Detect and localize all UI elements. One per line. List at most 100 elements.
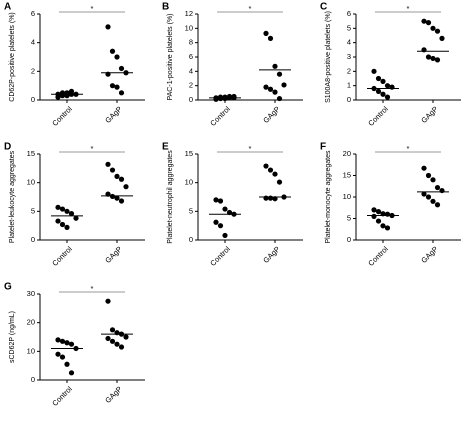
y-tick-label: 2 xyxy=(347,66,351,75)
x-tick-label: GAgP xyxy=(419,244,440,265)
data-point xyxy=(263,84,269,90)
data-point xyxy=(371,68,377,74)
significance-label: * xyxy=(407,4,410,13)
data-point xyxy=(439,187,445,194)
panel-letter: A xyxy=(4,2,11,13)
data-point xyxy=(222,94,228,100)
y-tick-label: 5 xyxy=(189,206,193,215)
x-tick-label: Control xyxy=(366,104,390,128)
data-point xyxy=(421,165,427,171)
panel-letter: G xyxy=(4,282,12,293)
data-point xyxy=(114,341,120,347)
data-point xyxy=(59,221,66,228)
data-point xyxy=(434,184,441,191)
data-point xyxy=(384,211,391,217)
data-point xyxy=(213,219,219,225)
y-tick-label: 4 xyxy=(31,38,35,47)
data-point xyxy=(123,184,129,190)
data-point xyxy=(375,75,382,82)
x-tick-label: GAgP xyxy=(103,244,124,265)
data-point xyxy=(114,195,120,201)
y-tick-label: 5 xyxy=(31,206,35,215)
y-tick-label: 20 xyxy=(27,318,35,327)
significance-label: * xyxy=(249,144,252,153)
data-point xyxy=(425,172,432,179)
data-point xyxy=(68,88,75,94)
y-tick-label: 6 xyxy=(347,9,351,18)
data-point xyxy=(64,208,70,214)
data-point xyxy=(276,71,283,77)
data-point xyxy=(217,94,224,100)
x-tick-label: GAgP xyxy=(103,384,124,405)
data-point xyxy=(281,82,287,88)
data-point xyxy=(222,206,228,212)
data-point xyxy=(217,198,224,204)
panel-letter: E xyxy=(162,142,169,153)
data-point xyxy=(430,198,436,204)
data-point xyxy=(118,344,125,350)
y-tick-label: 10 xyxy=(27,346,35,355)
data-point xyxy=(375,88,382,94)
y-tick-label: 2 xyxy=(189,81,193,90)
data-point xyxy=(263,195,269,201)
data-point xyxy=(380,223,386,229)
data-point xyxy=(109,167,116,173)
y-tick-label: 10 xyxy=(185,23,193,32)
data-point xyxy=(68,370,75,376)
data-point xyxy=(267,195,274,201)
data-point xyxy=(380,91,386,97)
y-axis-label: Platelet-leukocyte aggregates xyxy=(9,150,16,243)
data-point xyxy=(267,86,274,92)
panel-letter: C xyxy=(320,2,327,13)
data-point xyxy=(118,176,125,182)
x-tick-label: Control xyxy=(208,244,232,268)
y-tick-label: 10 xyxy=(185,178,193,187)
data-point xyxy=(421,191,427,197)
data-point xyxy=(109,338,116,344)
data-point xyxy=(430,25,436,31)
y-tick-label: 0 xyxy=(347,235,351,244)
data-point xyxy=(123,334,129,340)
data-point xyxy=(267,167,274,173)
data-point xyxy=(118,65,125,72)
data-point xyxy=(114,84,120,90)
data-point xyxy=(64,340,70,346)
data-point xyxy=(371,213,377,219)
significance-label: * xyxy=(407,144,410,153)
x-tick-label: GAgP xyxy=(103,104,124,125)
y-tick-label: 0 xyxy=(347,95,351,104)
data-point xyxy=(213,197,219,203)
y-tick-label: 15 xyxy=(27,149,35,158)
data-point xyxy=(430,177,436,183)
x-tick-label: GAgP xyxy=(261,244,282,265)
x-tick-label: Control xyxy=(50,384,74,408)
data-point xyxy=(68,211,75,217)
y-tick-label: 6 xyxy=(31,9,35,18)
data-point xyxy=(105,298,111,304)
x-tick-label: Control xyxy=(366,244,390,268)
y-tick-label: 10 xyxy=(27,178,35,187)
data-point xyxy=(434,57,441,63)
y-tick-label: 15 xyxy=(343,170,351,179)
x-tick-label: Control xyxy=(208,104,232,128)
data-point xyxy=(105,335,111,342)
y-tick-label: 0 xyxy=(31,95,35,104)
data-point xyxy=(434,202,441,208)
data-point xyxy=(64,224,70,230)
data-point xyxy=(114,173,120,179)
data-point xyxy=(118,198,125,204)
data-point xyxy=(59,206,66,212)
data-point xyxy=(263,30,269,36)
y-axis-label: CD62P-positive platelets (%) xyxy=(9,12,16,101)
significance-label: * xyxy=(249,4,252,13)
data-point xyxy=(217,223,224,229)
data-point xyxy=(118,90,125,96)
data-point xyxy=(276,95,283,102)
data-point xyxy=(267,35,274,41)
